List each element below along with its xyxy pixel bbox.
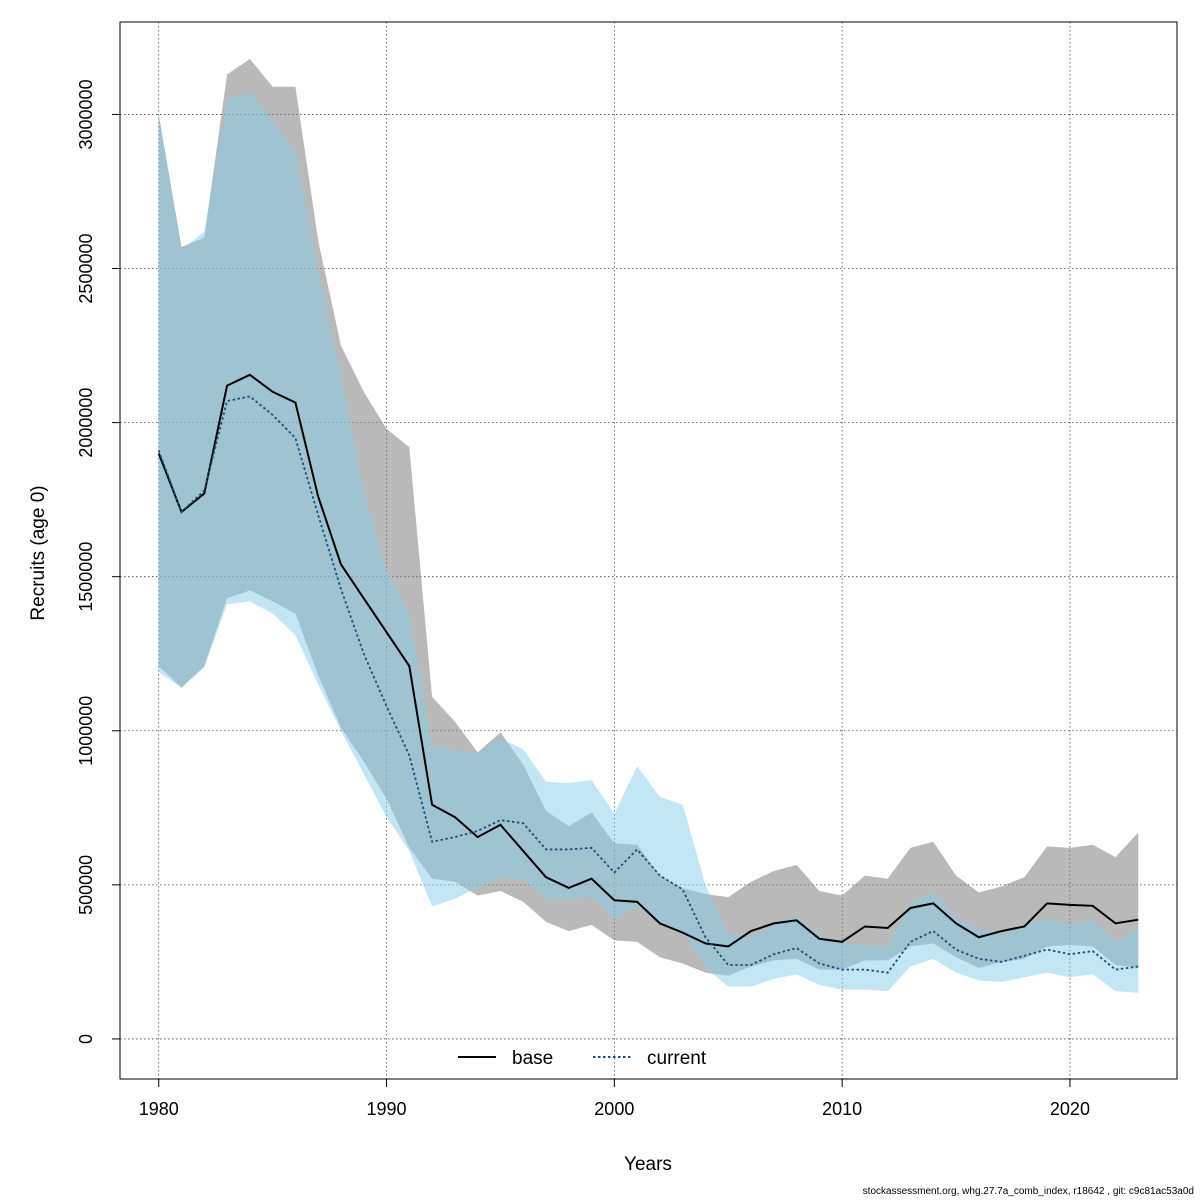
y-tick-label: 500000 <box>76 855 96 915</box>
confidence-band-current <box>158 92 1139 993</box>
x-tick-label: 2010 <box>822 1099 862 1119</box>
y-tick-label: 0 <box>76 1034 96 1044</box>
y-tick-label: 1500000 <box>76 542 96 612</box>
series-line-current <box>157 395 1139 974</box>
x-axis-label: Years <box>624 1154 672 1175</box>
footer-credit: stockassessment.org, whg.27.7a_comb_inde… <box>862 1186 1194 1197</box>
legend: base current <box>458 1048 707 1069</box>
series-line-base <box>157 373 1139 948</box>
x-tick-label: 1990 <box>367 1099 407 1119</box>
x-tick-label: 2020 <box>1050 1099 1090 1119</box>
y-tick-label: 3000000 <box>76 79 96 149</box>
y-axis-label: Recruits (age 0) <box>28 485 49 620</box>
x-tick-label: 2000 <box>594 1099 634 1119</box>
x-tick-label: 1980 <box>139 1099 179 1119</box>
series-lines <box>157 373 1139 974</box>
confidence-bands <box>158 58 1139 993</box>
x-axis: 1980 1990 2000 2010 2020 <box>139 1078 1090 1119</box>
y-axis: 0 500000 1000000 1500000 2000000 2500000 30000… <box>76 79 121 1044</box>
legend-label-base: base <box>512 1048 553 1069</box>
y-tick-label: 2500000 <box>76 233 96 303</box>
y-tick-label: 2000000 <box>76 388 96 458</box>
y-tick-label: 1000000 <box>76 696 96 766</box>
legend-label-current: current <box>647 1048 707 1069</box>
